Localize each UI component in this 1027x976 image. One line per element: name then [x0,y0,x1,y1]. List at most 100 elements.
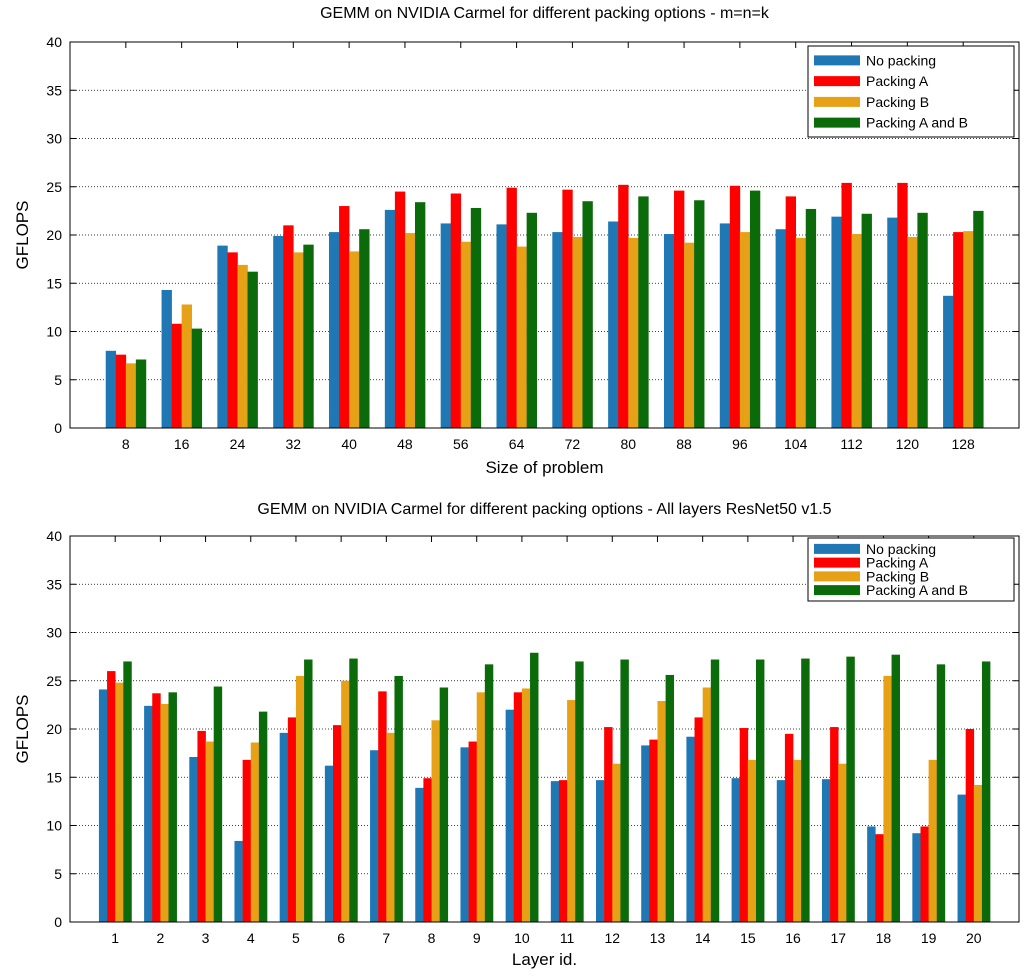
bar-packing-b [476,692,486,922]
x-tick-label: 20 [966,930,982,946]
bar-packing-a-and-b [805,208,817,428]
bar-packing-b [181,304,192,428]
bar-no-packing [831,216,842,428]
bar-packing-b [628,237,639,428]
x-tick-label: 16 [785,930,801,946]
legend-swatch [814,96,860,107]
bar-no-packing [608,221,619,428]
x-axis-label: Layer id. [512,950,577,969]
legend-label: Packing A and B [866,115,968,131]
bar-packing-b [567,700,576,922]
bar-packing-b [684,242,695,428]
bar-packing-a-and-b [123,661,132,922]
bar-no-packing [552,232,563,428]
bar-packing-b [237,264,248,428]
x-tick-label: 24 [230,436,246,452]
y-tick-label: 40 [46,528,62,544]
bar-packing-a [558,780,568,922]
bar-no-packing [731,778,741,922]
bar-no-packing [440,223,452,428]
legend-swatch [814,557,860,568]
bar-packing-b [883,675,892,922]
bar-packing-b [838,763,847,922]
x-tick-label: 19 [921,930,937,946]
bar-packing-b [160,703,169,922]
y-tick-label: 35 [46,576,62,592]
bar-packing-a [152,693,161,922]
x-tick-label: 40 [341,436,357,452]
bar-packing-a-and-b [694,200,705,428]
bar-packing-b [963,231,974,428]
bar-packing-b [739,232,751,428]
y-tick-label: 25 [46,673,62,689]
bar-packing-a [618,184,629,428]
bar-packing-b [516,246,527,428]
bar-packing-b [404,233,416,428]
bar-no-packing [887,217,898,428]
legend-label: No packing [866,52,936,68]
bar-packing-b [115,682,124,922]
x-tick-label: 3 [202,930,210,946]
y-tick-label: 10 [46,818,62,834]
bar-packing-a [283,225,294,428]
bar-no-packing [324,765,334,922]
bar-packing-a-and-b [846,656,855,923]
x-tick-label: 15 [740,930,756,946]
bar-no-packing [234,840,243,922]
bar-packing-a-and-b [526,212,537,428]
x-tick-label: 9 [473,930,481,946]
legend-label: No packing [866,541,936,557]
y-axis-label: GFLOPS [13,695,32,764]
bar-packing-b [341,680,350,922]
x-tick-label: 18 [876,930,892,946]
x-axis-label: Size of problem [485,458,603,477]
bar-packing-a [729,185,741,428]
legend-swatch [814,117,860,128]
bar-packing-a-and-b [710,659,720,922]
bar-packing-a-and-b [861,213,872,428]
bar-packing-b [521,688,531,922]
bar-packing-a-and-b [394,675,403,922]
bar-no-packing [415,787,424,922]
legend-swatch [814,76,860,87]
bar-packing-b [460,241,472,428]
bar-packing-a [897,182,908,428]
bar-no-packing [98,689,108,922]
bar-packing-a [739,728,749,922]
x-tick-label: 12 [604,930,620,946]
x-tick-label: 88 [676,436,692,452]
x-tick-label: 10 [514,930,530,946]
bar-packing-b [793,759,802,922]
y-tick-label: 5 [54,866,62,882]
bar-packing-a [115,354,127,428]
bar-packing-b [795,237,807,428]
chart-title: GEMM on NVIDIA Carmel for different pack… [320,5,770,22]
bar-packing-a [242,759,252,922]
bar-no-packing [144,705,153,922]
bar-no-packing [641,745,650,922]
y-tick-label: 25 [46,179,62,195]
x-tick-label: 16 [174,436,190,452]
bar-no-packing [105,350,117,428]
bar-no-packing [686,736,695,922]
bar-no-packing [912,833,921,922]
bar-packing-a [953,232,964,428]
bar-no-packing [273,235,284,428]
x-tick-label: 17 [830,930,846,946]
bar-packing-a [694,717,703,922]
x-tick-label: 104 [784,436,808,452]
bar-no-packing [505,709,515,922]
bar-packing-a-and-b [213,686,223,922]
bar-packing-a-and-b [749,190,761,428]
bar-no-packing [821,779,831,922]
bar-packing-b [907,236,918,428]
legend-label: Packing B [866,568,929,584]
bar-packing-a-and-b [304,659,313,922]
bar-no-packing [384,209,396,428]
bar-no-packing [776,780,786,922]
y-tick-label: 20 [46,227,62,243]
y-tick-label: 30 [46,625,62,641]
bar-no-packing [550,781,560,922]
